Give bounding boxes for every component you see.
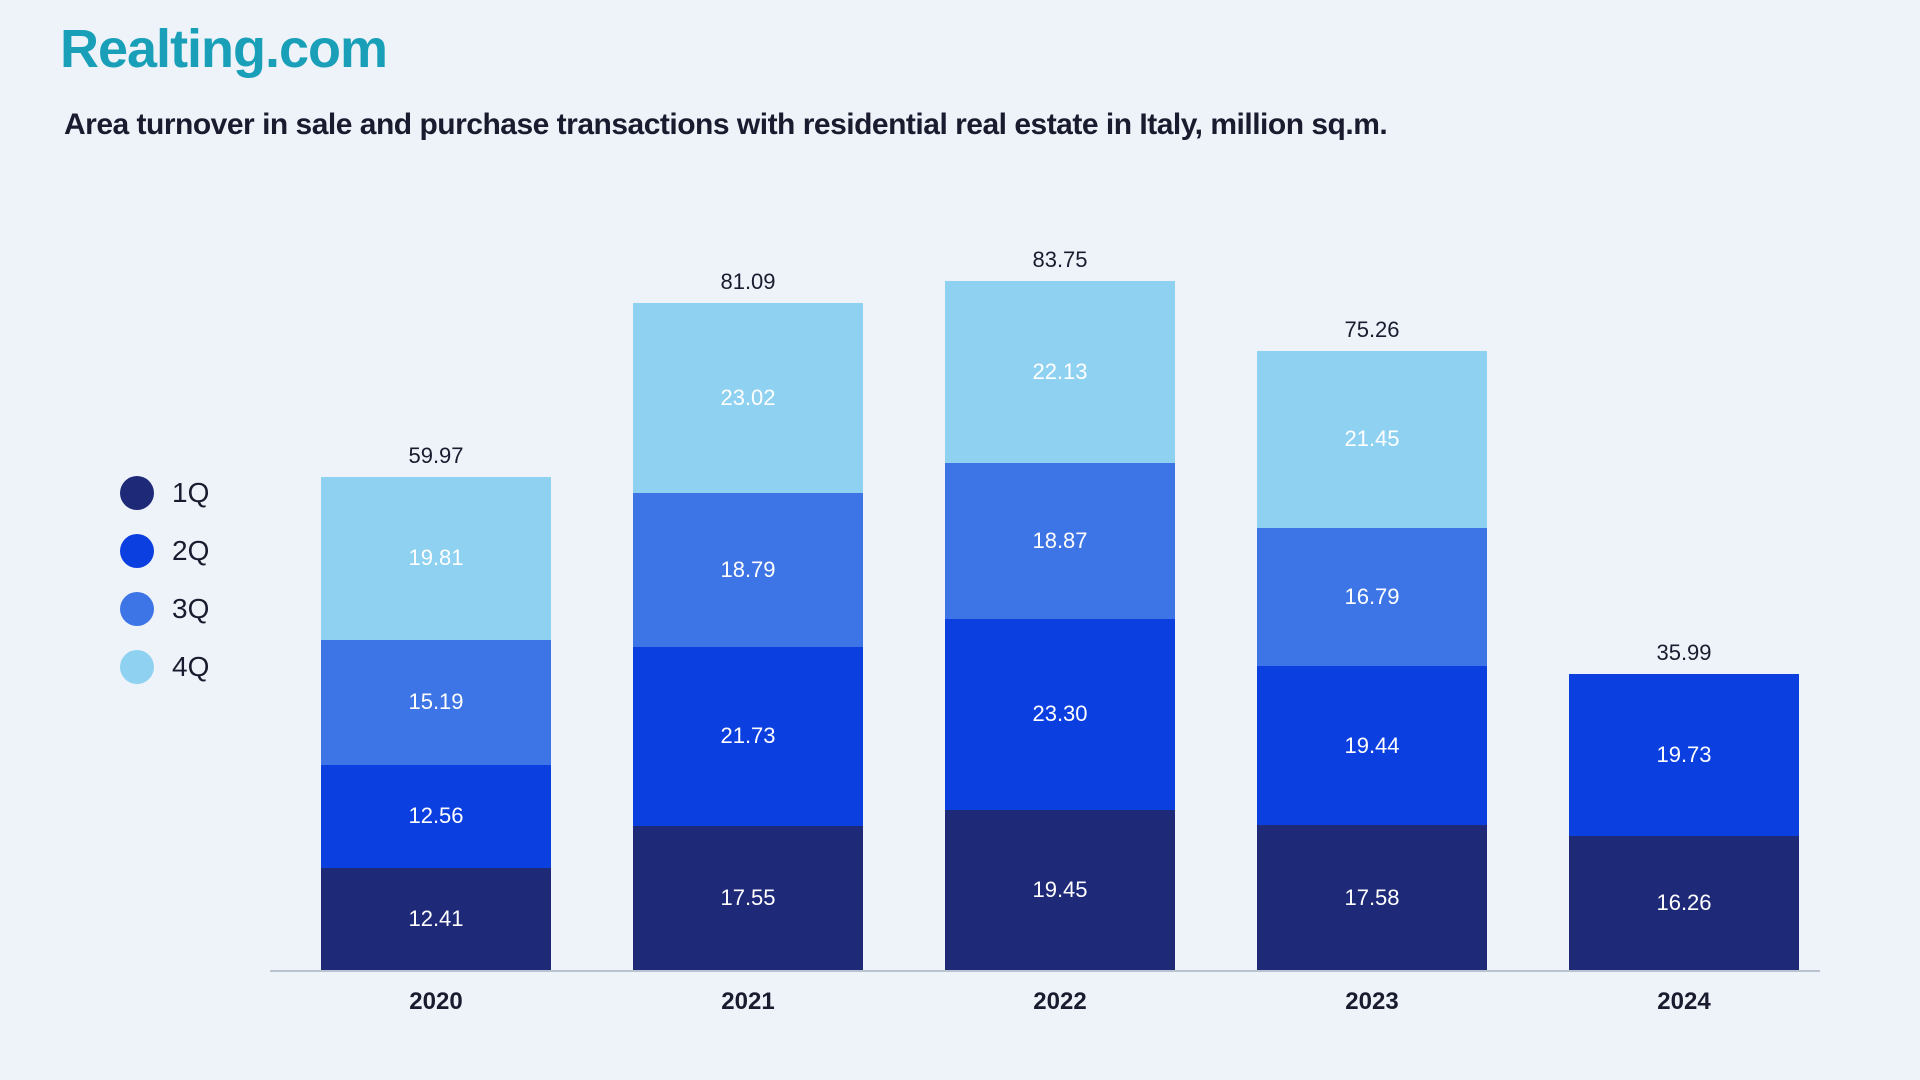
x-axis-label-2022: 2022 (945, 988, 1175, 1016)
bar-segment-2022-q3: 18.87 (945, 463, 1175, 618)
chart-title: Area turnover in sale and purchase trans… (64, 108, 1387, 142)
legend-label-q1: 1Q (172, 477, 209, 509)
bar-segment-2021-q1: 17.55 (633, 826, 863, 970)
bar-segment-2024-q1: 16.26 (1569, 836, 1799, 970)
bar-segment-2022-q2: 23.30 (945, 619, 1175, 811)
legend-label-q4: 4Q (172, 651, 209, 683)
bar-segment-2023-q2: 19.44 (1257, 666, 1487, 826)
bar-segment-2023-q1: 17.58 (1257, 825, 1487, 970)
bar-total-2024: 35.99 (1569, 640, 1799, 666)
legend-item-q1: 1Q (120, 476, 209, 510)
bar-2023: 75.2621.4516.7919.4417.58 (1257, 351, 1487, 970)
page: Realting.com Area turnover in sale and p… (0, 0, 1920, 1080)
bar-segment-2020-q4: 19.81 (321, 477, 551, 640)
x-axis-label-2021: 2021 (633, 988, 863, 1016)
bar-segment-2022-q4: 22.13 (945, 281, 1175, 463)
x-axis-line (270, 970, 1820, 972)
x-axis-label-2020: 2020 (321, 988, 551, 1016)
bar-segment-2023-q4: 21.45 (1257, 351, 1487, 527)
legend-swatch-q2 (120, 534, 154, 568)
bar-total-2021: 81.09 (633, 269, 863, 295)
brand-logo: Realting.com (60, 18, 387, 80)
bar-total-2022: 83.75 (945, 247, 1175, 273)
x-axis-labels: 2020 2021 2022 2023 2024 (280, 988, 1840, 1016)
legend-label-q3: 3Q (172, 593, 209, 625)
legend-item-q4: 4Q (120, 650, 209, 684)
bar-segment-2020-q3: 15.19 (321, 640, 551, 765)
legend-swatch-q1 (120, 476, 154, 510)
legend-label-q2: 2Q (172, 535, 209, 567)
bar-segment-2021-q4: 23.02 (633, 303, 863, 492)
bar-2024: 35.9919.7316.26 (1569, 674, 1799, 970)
bar-segment-2021-q3: 18.79 (633, 493, 863, 647)
bar-segment-2020-q1: 12.41 (321, 868, 551, 970)
bar-segment-2021-q2: 21.73 (633, 647, 863, 826)
bar-segment-2020-q2: 12.56 (321, 765, 551, 868)
legend-item-q2: 2Q (120, 534, 209, 568)
bar-total-2020: 59.97 (321, 443, 551, 469)
bar-2021: 81.0923.0218.7921.7317.55 (633, 303, 863, 970)
legend-item-q3: 3Q (120, 592, 209, 626)
x-axis-label-2023: 2023 (1257, 988, 1487, 1016)
plot-area: 59.9719.8115.1912.5612.4181.0923.0218.79… (280, 230, 1840, 970)
bar-segment-2022-q1: 19.45 (945, 810, 1175, 970)
bar-segment-2023-q3: 16.79 (1257, 528, 1487, 666)
legend: 1Q 2Q 3Q 4Q (120, 476, 209, 708)
bar-2020: 59.9719.8115.1912.5612.41 (321, 477, 551, 970)
x-axis-label-2024: 2024 (1569, 988, 1799, 1016)
legend-swatch-q3 (120, 592, 154, 626)
stacked-bar-chart: 59.9719.8115.1912.5612.4181.0923.0218.79… (280, 230, 1840, 1030)
legend-swatch-q4 (120, 650, 154, 684)
bar-total-2023: 75.26 (1257, 317, 1487, 343)
bar-2022: 83.7522.1318.8723.3019.45 (945, 281, 1175, 970)
bar-segment-2024-q2: 19.73 (1569, 674, 1799, 836)
